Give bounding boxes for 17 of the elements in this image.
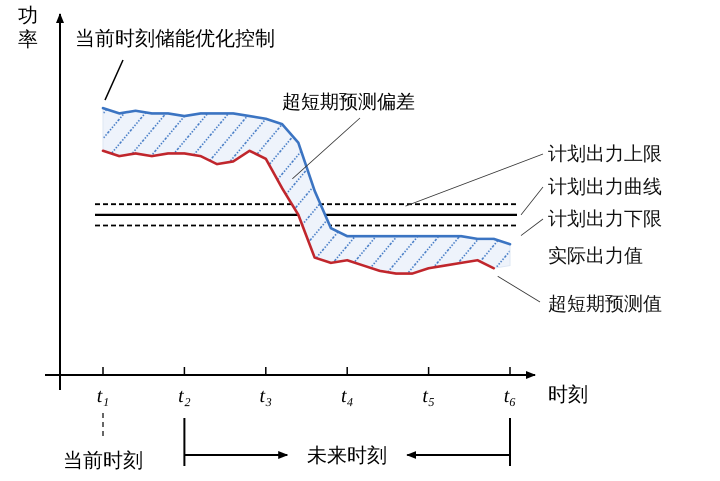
text: 实际出力值 (548, 245, 643, 267)
x-tick-label: t₃ (260, 385, 272, 407)
text: 当前时刻 (63, 450, 143, 472)
ref-line-label: 计划出力下限 (548, 209, 662, 230)
x-tick-label: t₂ (178, 385, 191, 407)
text: 未来时刻 (307, 445, 388, 467)
text: 超短期预测值 (548, 294, 662, 315)
x-tick-label: t₁ (96, 385, 110, 407)
x-axis-title: 时刻 (548, 384, 588, 406)
annotation: 当前时刻储能优化控制 (75, 28, 275, 50)
ref-line-label: 计划出力上限 (548, 144, 662, 165)
ref-line-label: 计划出力曲线 (548, 177, 662, 198)
y-axis-title: 功率 (18, 5, 38, 51)
x-tick-label: t₅ (422, 385, 435, 407)
annotation: 超短期预测偏差 (282, 92, 415, 113)
x-tick-label: t₄ (340, 385, 354, 407)
x-tick-label: t₆ (504, 385, 516, 407)
